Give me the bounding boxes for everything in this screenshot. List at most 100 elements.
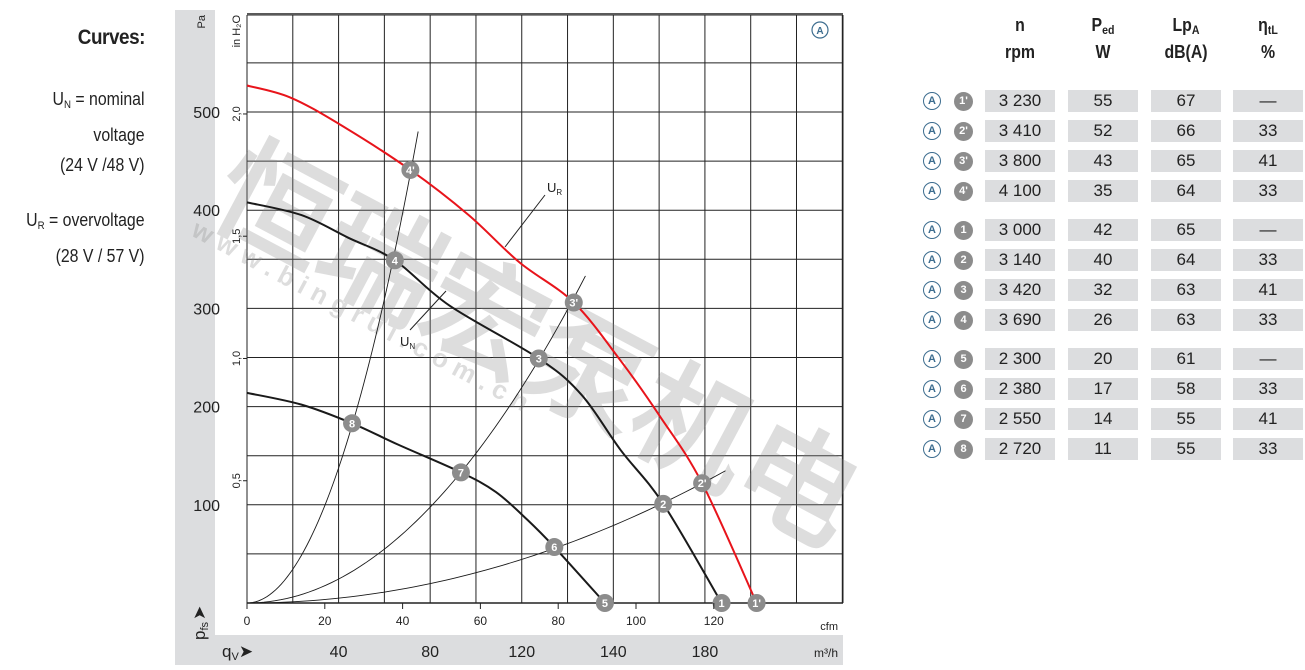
operating-point bbox=[654, 494, 673, 513]
y-axis-symbol: p bbox=[190, 631, 209, 640]
un-curve-label: UN bbox=[400, 334, 415, 351]
point-badge: 6 bbox=[954, 380, 973, 399]
curve-badge: A bbox=[923, 281, 941, 299]
table-cell-ped: 55 bbox=[1068, 90, 1138, 112]
point-badge: 7 bbox=[954, 410, 973, 429]
table-cell-lpa: 66 bbox=[1151, 120, 1221, 142]
x-axis-label: qV➤ bbox=[222, 642, 253, 663]
header-symbol: Lp bbox=[1172, 15, 1192, 35]
curve-badge: A bbox=[923, 410, 941, 428]
table-cell-ped: 20 bbox=[1068, 348, 1138, 370]
table-cell-lpa: 67 bbox=[1151, 90, 1221, 112]
operating-point-label: 3' bbox=[569, 298, 578, 310]
operating-point bbox=[529, 349, 548, 368]
x-tick-label-cfm: 100 bbox=[626, 614, 646, 628]
table-cell-lpa: 65 bbox=[1151, 150, 1221, 172]
y-tick-label-pa: 100 bbox=[193, 498, 220, 515]
x-unit-m3h: m³/h bbox=[814, 646, 838, 660]
un-text: = nominal bbox=[71, 89, 145, 109]
operating-point bbox=[401, 160, 420, 179]
table-cell-n: 2 720 bbox=[985, 438, 1055, 460]
ur-leader-line bbox=[504, 194, 546, 248]
y-tick-label-pa: 400 bbox=[193, 203, 220, 220]
point-badge: 4 bbox=[954, 311, 973, 330]
table-cell-eta: 33 bbox=[1233, 438, 1303, 460]
un-sub: N bbox=[409, 342, 415, 351]
table-cell-lpa: 55 bbox=[1151, 408, 1221, 430]
y-axis-label: pfs➤ bbox=[190, 606, 211, 640]
table-cell-ped: 11 bbox=[1068, 438, 1138, 460]
point-badge: 8 bbox=[954, 440, 973, 459]
y-unit-inh2o: in H₂O bbox=[231, 15, 243, 48]
operating-point-label: 4 bbox=[392, 255, 399, 267]
operating-point-label: 2 bbox=[660, 499, 666, 511]
system-curve bbox=[246, 275, 586, 604]
table-cell-eta: — bbox=[1233, 219, 1303, 241]
fan-curve-ur bbox=[246, 84, 758, 604]
y-tick-label-pa: 300 bbox=[193, 301, 220, 318]
table-cell-lpa: 64 bbox=[1151, 249, 1221, 271]
table-cell-lpa: 63 bbox=[1151, 309, 1221, 331]
operating-point bbox=[385, 251, 404, 270]
chart-plot-bg bbox=[215, 10, 843, 635]
point-badge: 3' bbox=[954, 152, 973, 171]
table-cell-ped: 42 bbox=[1068, 219, 1138, 241]
table-cell-n: 2 380 bbox=[985, 378, 1055, 400]
table-cell-eta: 33 bbox=[1233, 180, 1303, 202]
un-symbol: U bbox=[400, 334, 409, 349]
header-unit: W bbox=[1095, 42, 1111, 62]
y-tick-label-inh2o: 2,0 bbox=[231, 106, 243, 121]
table-cell-ped: 43 bbox=[1068, 150, 1138, 172]
header-sub: tL bbox=[1267, 23, 1278, 37]
curve-badge: A bbox=[923, 380, 941, 398]
table-cell-eta: 33 bbox=[1233, 378, 1303, 400]
column-header: ηtL% bbox=[1237, 14, 1299, 63]
table-cell-eta: 33 bbox=[1233, 249, 1303, 271]
table-cell-ped: 40 bbox=[1068, 249, 1138, 271]
y-unit-pa: Pa bbox=[196, 14, 208, 28]
x-tick-label-m3h: 40 bbox=[330, 644, 348, 661]
arrow-right-icon: ➤ bbox=[239, 642, 253, 661]
table-cell-eta: 41 bbox=[1233, 150, 1303, 172]
system-curve bbox=[246, 131, 419, 604]
operating-point-label: 6 bbox=[551, 542, 557, 554]
ur-sub: R bbox=[556, 188, 562, 197]
fan-curve-un bbox=[246, 201, 723, 604]
x-axis-sub: V bbox=[231, 651, 239, 663]
table-cell-lpa: 64 bbox=[1151, 180, 1221, 202]
legend-overvoltage: UR = overvoltage (28 V / 57 V) bbox=[27, 205, 145, 271]
table-cell-n: 3 420 bbox=[985, 279, 1055, 301]
header-unit: % bbox=[1260, 42, 1276, 62]
operating-point bbox=[564, 293, 583, 312]
operating-point bbox=[712, 594, 731, 612]
ur-text: = overvoltage bbox=[45, 210, 145, 230]
operating-point-label: 8 bbox=[349, 418, 355, 430]
ur-symbol: U bbox=[547, 180, 556, 195]
operating-point bbox=[595, 594, 614, 612]
ur-voltage: (28 V / 57 V) bbox=[56, 246, 145, 266]
table-cell-n: 3 000 bbox=[985, 219, 1055, 241]
curve-badge: A bbox=[923, 221, 941, 239]
point-badge: 4' bbox=[954, 182, 973, 201]
table-cell-eta: — bbox=[1233, 90, 1303, 112]
y-tick-label-inh2o: 0,5 bbox=[231, 473, 243, 488]
header-unit: rpm bbox=[1005, 42, 1035, 62]
y-tick-label-pa: 500 bbox=[193, 105, 220, 122]
curve-badge-label: A bbox=[816, 26, 823, 37]
table-cell-eta: 41 bbox=[1233, 279, 1303, 301]
table-cell-n: 3 800 bbox=[985, 150, 1055, 172]
ur-symbol: U bbox=[26, 210, 39, 230]
curves-title: Curves: bbox=[77, 26, 146, 49]
x-tick-label-m3h: 120 bbox=[508, 644, 535, 661]
operating-point-label: 7 bbox=[458, 467, 464, 479]
un-text2: voltage bbox=[93, 125, 145, 145]
operating-point bbox=[451, 463, 470, 482]
operating-point bbox=[545, 538, 564, 557]
column-header: Ped W bbox=[1072, 14, 1134, 63]
table-cell-eta: — bbox=[1233, 348, 1303, 370]
curve-badge-circle bbox=[811, 21, 829, 39]
ur-curve-label: UR bbox=[547, 180, 562, 197]
header-symbol: P bbox=[1091, 15, 1103, 35]
table-cell-lpa: 63 bbox=[1151, 279, 1221, 301]
table-cell-n: 3 230 bbox=[985, 90, 1055, 112]
